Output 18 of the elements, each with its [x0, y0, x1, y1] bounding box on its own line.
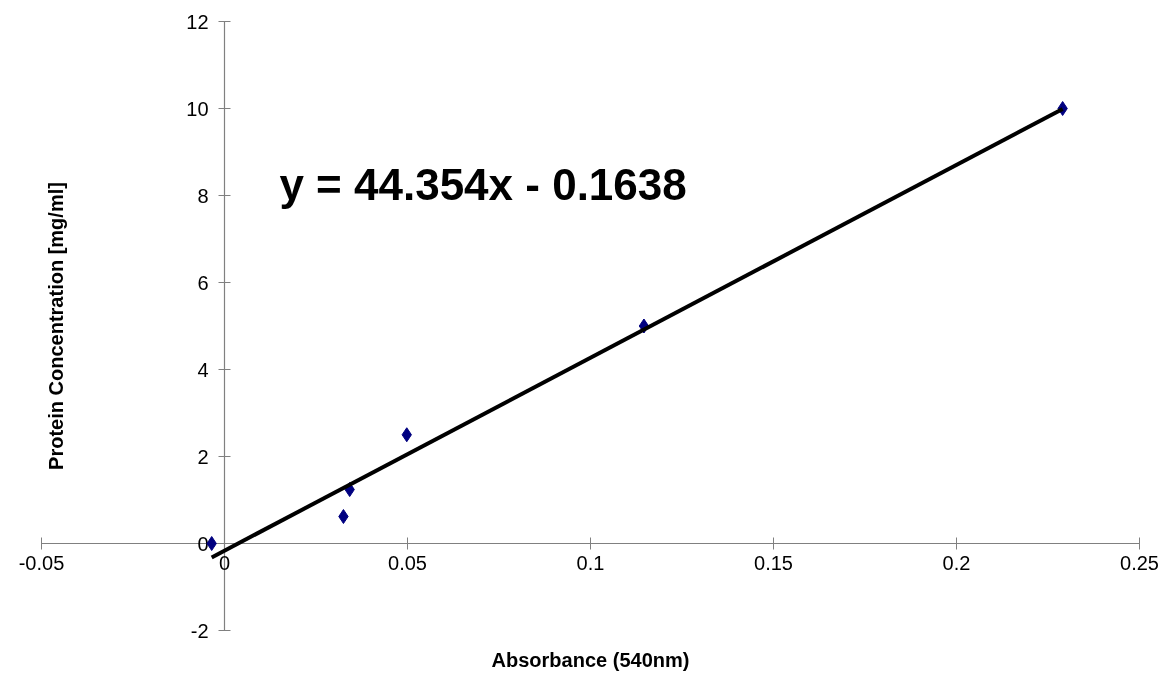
y-tick-label: 10	[186, 97, 209, 120]
x-tick-label: 0.15	[754, 551, 793, 574]
y-tick-label: 6	[197, 271, 209, 294]
x-tick-label: -0.05	[18, 551, 65, 574]
x-tick-label: 0.05	[388, 551, 427, 574]
y-tick-label: -2	[190, 619, 209, 642]
x-tick-label: 0.2	[942, 551, 971, 574]
y-axis-title: Protein Concentration [mg/ml]	[44, 182, 67, 470]
y-tick-label: 8	[197, 184, 209, 207]
y-tick-label: 12	[186, 10, 209, 33]
x-tick-label: 0.1	[576, 551, 605, 574]
y-tick-label: 4	[197, 358, 209, 381]
x-axis-title: Absorbance (540nm)	[491, 648, 690, 671]
y-tick-label: 0	[197, 532, 209, 555]
y-tick-label: 2	[197, 445, 209, 468]
annotation: y = 44.354x - 0.1638	[279, 159, 687, 209]
x-tick-label: 0	[218, 551, 231, 574]
x-tick-label: 0.25	[1120, 551, 1159, 574]
